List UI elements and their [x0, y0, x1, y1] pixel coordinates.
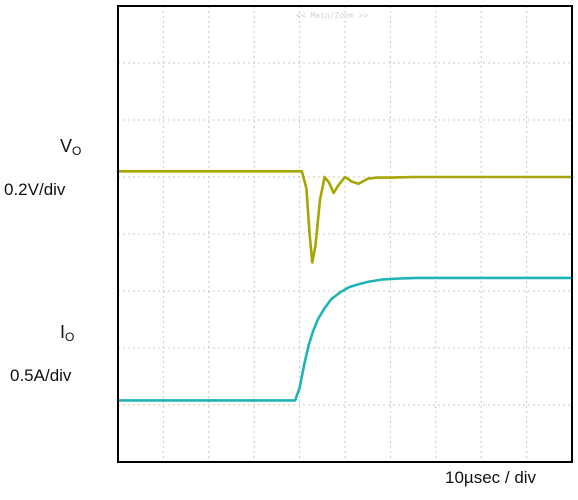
vo-label-symbol: V	[60, 136, 73, 156]
io-label: IO	[60, 322, 74, 344]
plot-frame	[117, 5, 573, 463]
io-label-symbol: I	[60, 322, 66, 342]
io-trace	[116, 276, 574, 402]
io-scale-label: 0.5A/div	[10, 366, 72, 385]
vo-scale-label: 0.2V/div	[4, 180, 66, 199]
scope-header-text: << Main/Zoom >>	[296, 11, 369, 20]
traces	[116, 170, 574, 402]
vo-label-subscript: O	[72, 144, 82, 158]
vo-trace	[116, 170, 574, 264]
io-label-subscript: O	[65, 330, 75, 344]
vo-label: VO	[60, 136, 81, 158]
x-axis-scale-label: 10µsec / div	[445, 468, 537, 487]
